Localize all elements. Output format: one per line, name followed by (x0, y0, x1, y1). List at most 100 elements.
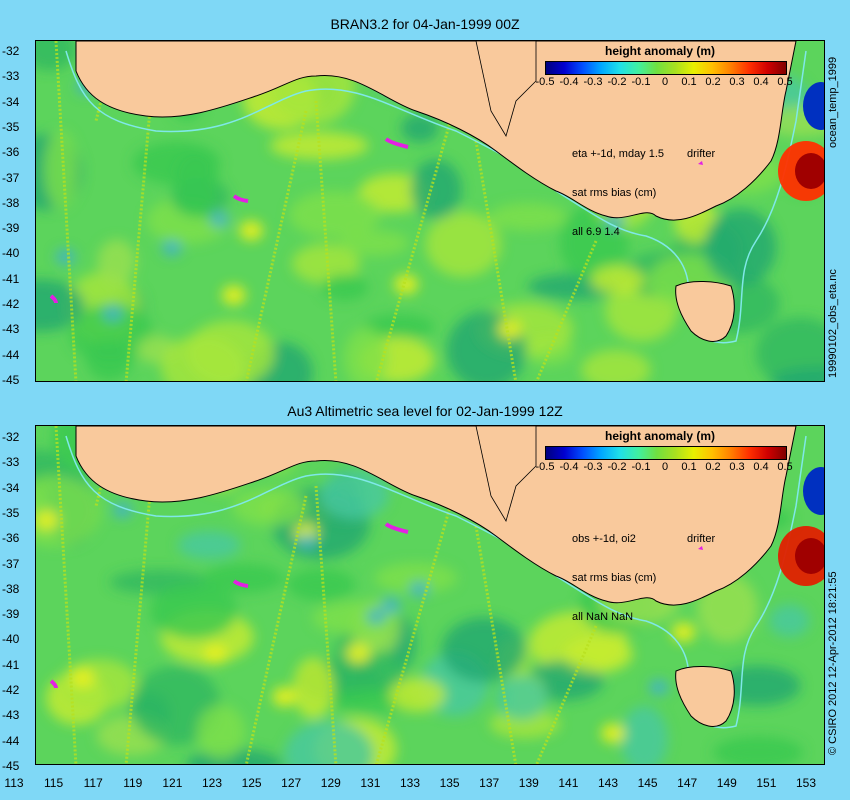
colorbar-tick-label: 0.4 (753, 76, 769, 88)
high-anomaly-patch (394, 274, 419, 295)
bottom-info-line: obs +-1d, oi2 (572, 533, 636, 545)
anomaly-patch (769, 604, 810, 637)
x-tick: 117 (83, 776, 103, 790)
bottom-drifter-label: drifter (687, 533, 716, 545)
high-anomaly-patch (239, 220, 264, 241)
x-tick: 153 (795, 776, 817, 790)
anomaly-patch (291, 243, 360, 284)
colorbar-tick-label: -0.5 (535, 461, 555, 473)
cold-eddy (803, 82, 824, 130)
anomaly-patch (581, 349, 651, 381)
top-y-tick: -43 (2, 322, 20, 337)
anomaly-patch (172, 150, 219, 217)
top-y-tick: -32 (2, 44, 20, 58)
land-peninsula (475, 41, 537, 137)
bottom-y-tick: -41 (2, 657, 20, 672)
cold-eddy (803, 467, 824, 515)
top-map-panel (35, 40, 825, 382)
colorbar-tick-label: -0.5 (535, 76, 555, 88)
land-australia (75, 41, 797, 221)
high-anomaly-patch (346, 643, 371, 664)
top-y-tick: -37 (2, 170, 20, 185)
bottom-panel-title: Au3 Altimetric sea level for 02-Jan-1999… (287, 403, 563, 419)
anomaly-patch (202, 563, 284, 594)
high-anomaly-patch (498, 319, 523, 340)
drifter-track (49, 679, 58, 689)
x-tick: 147 (677, 776, 698, 790)
x-tick: 131 (360, 776, 381, 790)
bottom-info-line: all NaN NaN (572, 611, 634, 623)
x-tick: 119 (123, 776, 143, 790)
colorbar-tick-label: -0.1 (631, 461, 651, 473)
top-y-tick: -44 (2, 347, 20, 362)
low-anomaly-patch (102, 305, 123, 322)
bottom-colorbar (545, 446, 787, 460)
colorbar-tick-label: -0.3 (583, 76, 603, 88)
colorbar-tick-label: 0.3 (729, 461, 745, 473)
top-y-tick: -33 (2, 69, 20, 84)
anomaly-patch (177, 530, 241, 560)
anomaly-patch (160, 335, 245, 381)
colorbar-tick-label: -0.2 (607, 461, 627, 473)
anomaly-patch (36, 279, 85, 332)
x-tick: 129 (320, 776, 341, 790)
colorbar-tick-label: 0.3 (729, 76, 745, 88)
x-tick: 125 (241, 776, 262, 790)
top-colorbar (545, 61, 787, 75)
warm-eddy-core (795, 153, 824, 189)
x-tick: 113 (4, 776, 24, 790)
anomaly-patch (343, 327, 388, 381)
top-panel-title: BRAN3.2 for 04-Jan-1999 00Z (330, 16, 520, 32)
colorbar-tick-label: -0.2 (607, 76, 627, 88)
colorbar-tick-label: -0.1 (631, 76, 651, 88)
land-tasmania (675, 666, 735, 727)
colorbar-tick-label: -0.4 (559, 461, 579, 473)
drifter-marker (698, 161, 703, 165)
bottom-y-tick: -45 (2, 758, 20, 773)
colorbar-tick-label: 0.1 (681, 76, 697, 88)
colorbar-tick-label: 0.2 (705, 461, 721, 473)
anomaly-patch (496, 675, 547, 721)
anomaly-patch (410, 159, 462, 220)
colorbar-tick-label: 0.2 (705, 76, 721, 88)
anomaly-patch (441, 617, 526, 683)
land-australia (75, 426, 797, 606)
bottom-y-tick: -32 (2, 430, 20, 444)
anomaly-patch (704, 208, 777, 286)
copyright-label: © CSIRO 2012 12-Apr-2012 18:21:55 (827, 571, 839, 755)
top-drifter-label: drifter (687, 148, 716, 160)
bottom-y-tick: -33 (2, 455, 20, 470)
top-y-tick: -45 (2, 372, 20, 387)
bottom-legend-title: height anomaly (m) (605, 429, 716, 443)
anomaly-patch (339, 230, 410, 257)
top-info-line: sat rms bias (cm) (572, 187, 657, 199)
colorbar-tick-label: 0.5 (777, 461, 793, 473)
anomaly-patch (86, 339, 133, 381)
x-tick: 149 (716, 776, 737, 790)
shelf-contour (65, 50, 807, 344)
top-info-text: eta +-1d, mday 1.5 sat rms bias (cm) all… (572, 122, 664, 252)
anomaly-patch (389, 677, 446, 712)
anomaly-patch (44, 130, 78, 209)
anomaly-patch (590, 265, 645, 294)
land-tasmania (675, 281, 735, 342)
top-side-label-obs: 19990102_obs_eta.nc (827, 269, 839, 378)
anomaly-patch (232, 488, 308, 527)
top-map-canvas (36, 41, 824, 381)
x-tick: 143 (597, 776, 619, 790)
anomaly-patch (425, 211, 502, 277)
anomaly-patch (770, 367, 824, 381)
anomaly-patch (321, 274, 369, 301)
anomaly-patch (755, 317, 824, 381)
colorbar-tick-label: 0 (661, 461, 669, 473)
anomaly-patch (196, 704, 245, 760)
high-anomaly-patch (36, 510, 59, 531)
colorbar-tick-label: 0 (661, 76, 669, 88)
anomaly-patch (715, 665, 801, 706)
low-anomaly-patch (648, 679, 669, 696)
colorbar-tick-label: 0.4 (753, 461, 769, 473)
satellite-track (474, 140, 518, 381)
bottom-y-tick: -40 (2, 632, 20, 647)
bottom-map-canvas (36, 426, 824, 764)
satellite-track (375, 100, 458, 381)
